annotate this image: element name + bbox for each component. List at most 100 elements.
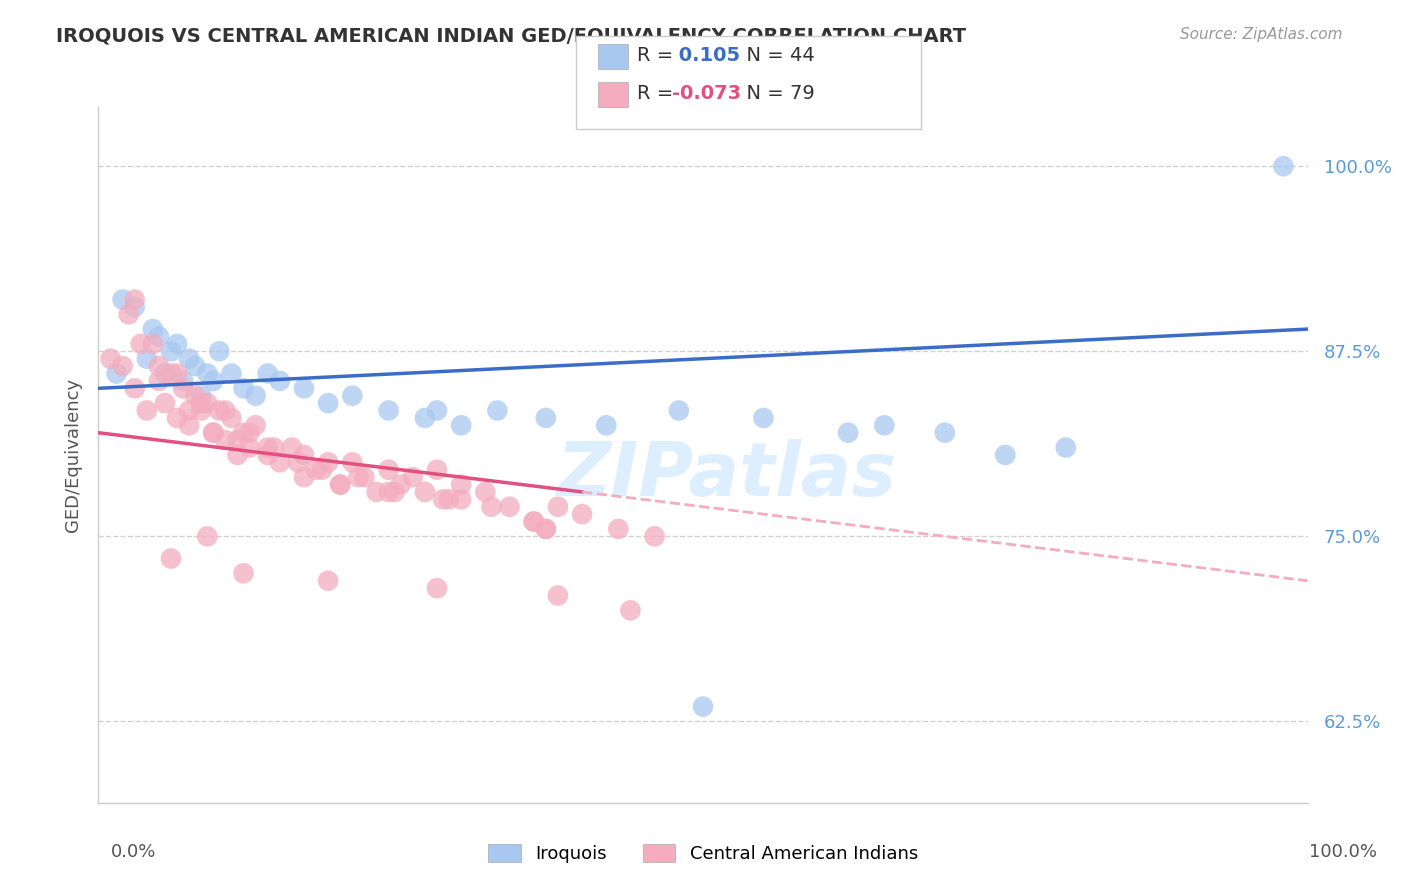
Point [195, 396, 218, 410]
Point [269, 455, 291, 469]
Point [873, 418, 896, 433]
Point [269, 374, 291, 388]
Point [534, 522, 557, 536]
Point [100, 351, 122, 366]
Point [226, 448, 249, 462]
Point [221, 411, 243, 425]
Point [316, 455, 339, 469]
Point [179, 351, 201, 366]
Point [547, 500, 569, 514]
Text: N = 79: N = 79 [734, 84, 814, 103]
Point [184, 389, 207, 403]
Point [692, 699, 714, 714]
Point [245, 389, 267, 403]
Text: -0.073: -0.073 [672, 84, 741, 103]
Point [195, 529, 218, 543]
Point [111, 293, 134, 307]
Point [142, 322, 165, 336]
Text: R =: R = [637, 45, 679, 65]
Point [450, 477, 472, 491]
Point [124, 300, 146, 314]
Point [172, 381, 194, 395]
Point [202, 374, 225, 388]
Point [486, 403, 509, 417]
Point [377, 403, 399, 417]
Text: N = 44: N = 44 [734, 45, 814, 65]
Point [644, 529, 666, 543]
Point [221, 367, 243, 381]
Text: 0.105: 0.105 [672, 45, 740, 65]
Point [153, 367, 176, 381]
Point [534, 411, 557, 425]
Point [305, 463, 328, 477]
Point [668, 403, 690, 417]
Point [105, 367, 128, 381]
Text: ZIPatlas: ZIPatlas [557, 439, 897, 512]
Point [377, 463, 399, 477]
Point [413, 484, 436, 499]
Point [1272, 159, 1295, 173]
Point [208, 403, 231, 417]
Point [190, 403, 212, 417]
Text: R =: R = [637, 84, 679, 103]
Y-axis label: GED/Equivalency: GED/Equivalency [63, 378, 82, 532]
Point [232, 381, 254, 395]
Point [366, 484, 388, 499]
Point [256, 441, 278, 455]
Point [148, 329, 170, 343]
Point [994, 448, 1017, 462]
Point [232, 566, 254, 581]
Point [426, 463, 449, 477]
Point [166, 337, 188, 351]
Point [523, 515, 546, 529]
Point [752, 411, 775, 425]
Point [195, 367, 218, 381]
Point [124, 293, 146, 307]
Point [474, 484, 496, 499]
Point [498, 500, 520, 514]
Point [607, 522, 630, 536]
Point [353, 470, 375, 484]
Point [384, 484, 406, 499]
Point [166, 411, 188, 425]
Point [547, 589, 569, 603]
Point [118, 307, 141, 321]
Point [292, 470, 315, 484]
Point [389, 477, 412, 491]
Point [232, 425, 254, 440]
Point [292, 381, 315, 395]
Point [347, 470, 370, 484]
Point [432, 492, 454, 507]
Point [837, 425, 859, 440]
Point [426, 403, 449, 417]
Point [179, 418, 201, 433]
Point [226, 433, 249, 447]
Point [1054, 441, 1077, 455]
Point [153, 396, 176, 410]
Point [329, 477, 352, 491]
Point [281, 441, 304, 455]
Point [208, 344, 231, 359]
Legend: Iroquois, Central American Indians: Iroquois, Central American Indians [481, 837, 925, 871]
Point [450, 492, 472, 507]
Point [534, 522, 557, 536]
Point [342, 389, 364, 403]
Text: 100.0%: 100.0% [1309, 843, 1376, 861]
Point [437, 492, 460, 507]
Point [184, 359, 207, 373]
Point [316, 574, 339, 588]
Point [256, 448, 278, 462]
Point [142, 337, 165, 351]
Point [619, 603, 641, 617]
Point [124, 381, 146, 395]
Text: IROQUOIS VS CENTRAL AMERICAN INDIAN GED/EQUIVALENCY CORRELATION CHART: IROQUOIS VS CENTRAL AMERICAN INDIAN GED/… [56, 27, 966, 45]
Text: 0.0%: 0.0% [111, 843, 156, 861]
Text: Source: ZipAtlas.com: Source: ZipAtlas.com [1180, 27, 1343, 42]
Point [292, 448, 315, 462]
Point [239, 441, 262, 455]
Point [239, 425, 262, 440]
Point [202, 425, 225, 440]
Point [190, 396, 212, 410]
Point [595, 418, 617, 433]
Point [129, 337, 152, 351]
